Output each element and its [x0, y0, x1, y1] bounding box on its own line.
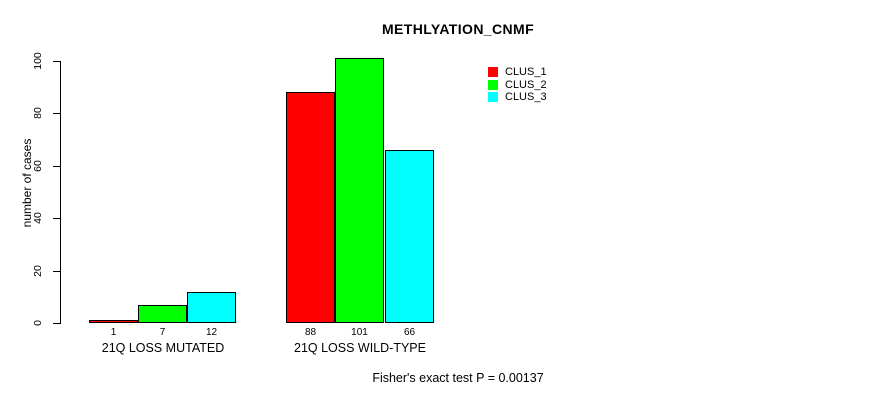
bar-clus_3 [385, 150, 434, 323]
x-category-label: 21Q LOSS WILD-TYPE [294, 341, 426, 355]
y-axis-tick-label-text: 40 [32, 212, 44, 224]
legend-swatch-clus_2 [488, 79, 498, 90]
y-axis-tick [53, 113, 60, 114]
bar-clus_2 [138, 305, 187, 323]
y-axis-line [60, 61, 61, 324]
chart-title: METHLYATION_CNMF [381, 21, 535, 37]
bar-clus_1 [286, 92, 335, 323]
bar-value-label: 101 [351, 327, 368, 338]
y-axis-tick [53, 323, 60, 324]
bar-value-label: 66 [403, 327, 416, 338]
y-axis-tick-label-text: 20 [32, 265, 44, 277]
x-category-label: 21Q LOSS MUTATED [101, 341, 225, 355]
y-axis-tick-label-text: 60 [32, 160, 44, 172]
bar-value-label: 12 [205, 327, 218, 338]
y-axis-tick [53, 271, 60, 272]
y-axis-tick [53, 61, 60, 62]
y-axis-tick-label-text: 80 [32, 107, 44, 119]
legend-swatch-clus_1 [488, 67, 498, 78]
fisher-test-annotation: Fisher's exact test P = 0.00137 [372, 371, 544, 385]
bar-value-label: 1 [110, 327, 117, 338]
y-axis-tick [53, 218, 60, 219]
y-axis-tick [53, 166, 60, 167]
legend-label: CLUS_1 [505, 66, 547, 79]
legend-swatch-clus_3 [488, 91, 498, 102]
bar-clus_2 [335, 58, 384, 323]
legend: CLUS_1 CLUS_2 CLUS_3 [488, 66, 547, 103]
legend-label: CLUS_3 [505, 90, 547, 103]
bar-value-label: 7 [159, 327, 166, 338]
bar-clus_3 [187, 292, 236, 323]
legend-item: CLUS_1 [488, 66, 547, 78]
y-axis-tick-label-text: 100 [32, 52, 44, 70]
y-axis-tick-label-text: 0 [32, 320, 44, 326]
legend-label: CLUS_2 [505, 78, 547, 91]
bar-value-label: 88 [304, 327, 317, 338]
legend-item: CLUS_2 [488, 78, 547, 91]
bar-clus_1 [89, 320, 138, 323]
legend-item: CLUS_3 [488, 91, 547, 103]
